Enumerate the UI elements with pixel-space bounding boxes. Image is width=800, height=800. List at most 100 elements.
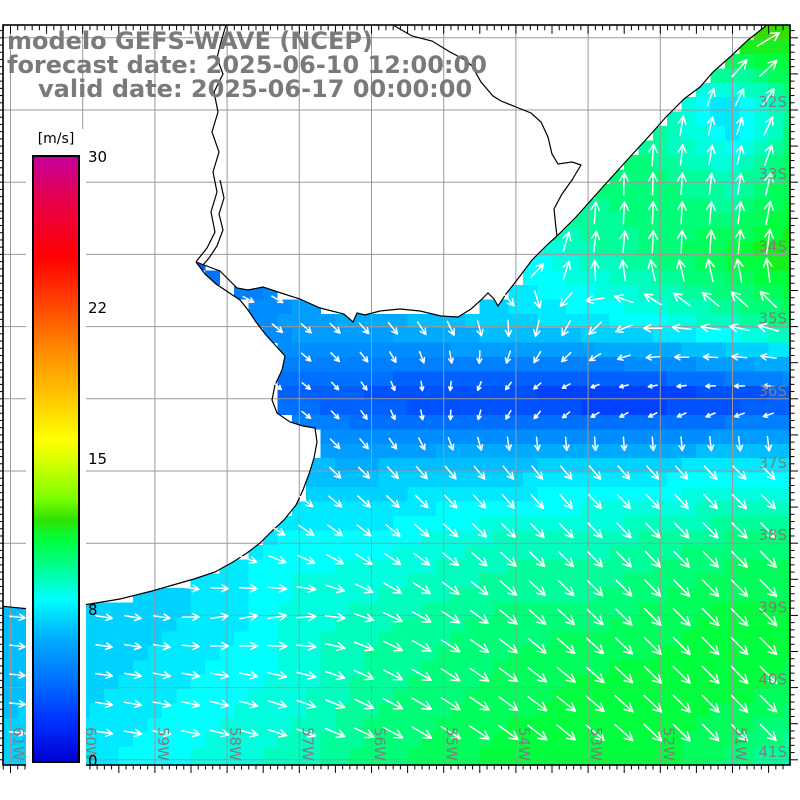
wind-arrow [469,667,490,682]
wind-arrow [672,694,691,713]
wind-arrow [561,411,571,419]
wind-arrow [762,257,773,284]
lon-label: 53W [587,727,605,761]
wind-arrow [531,465,544,480]
wind-arrow [238,700,259,709]
wind-arrow [181,584,200,593]
wind-arrow [95,699,114,709]
wind-arrow [441,581,460,595]
wind-arrow [730,723,749,742]
wind-arrow [242,295,255,303]
wind-arrow [616,493,631,510]
wind-arrow [561,383,571,389]
colorbar-panel: [m/s] [26,128,86,774]
wind-arrow [704,258,715,283]
wind-arrow [357,466,371,479]
wind-arrow [644,608,662,626]
wind-arrow [382,669,404,681]
wind-arrow [759,665,778,684]
wind-arrow [469,638,490,653]
wind-arrow [763,228,774,255]
wind-arrow [614,637,634,655]
wind-arrow [760,493,777,510]
coastline-path [195,25,227,263]
wind-arrow [238,584,259,593]
wind-arrow [418,437,426,451]
wind-arrow [267,728,288,738]
coastline-path [392,25,582,237]
wind-arrow [324,699,346,710]
wind-arrow [357,495,371,508]
wind-arrow [763,116,774,136]
wind-arrow [389,351,397,364]
wind-arrow [500,522,516,538]
wind-arrow [498,667,519,683]
wind-arrow [534,436,541,452]
wind-arrow [734,88,745,107]
wind-arrow [562,260,572,281]
wind-arrow [558,551,575,568]
wind-arrow [559,465,573,480]
wind-arrow [731,493,748,510]
wind-arrow [440,668,461,682]
wind-arrow [557,608,576,626]
wind-arrow [238,728,259,738]
coastline-layer [3,25,768,610]
colorbar-unit-label: [m/s] [37,131,75,147]
wind-arrow [585,695,605,713]
wind-arrow [676,383,687,389]
wind-arrow [732,465,747,480]
wind-arrow [414,523,430,538]
wind-arrow [701,636,720,656]
wind-arrow [558,522,574,539]
lon-label: 54W [515,727,533,761]
wind-arrow [210,584,229,593]
wind-arrow [730,291,749,308]
wind-arrow [324,727,346,739]
wind-arrow [730,579,749,598]
wind-arrow [701,607,720,627]
coastline-path [3,261,318,610]
wind-arrow [649,436,657,452]
wind-arrow [447,380,454,392]
wind-arrow [562,231,572,252]
wind-arrow [562,436,570,452]
wind-arrow [759,550,777,568]
wind-arrow [643,323,663,333]
wind-arrow [762,412,775,419]
wind-arrow [559,291,573,307]
colorbar-tick-label: 8 [88,601,98,619]
wind-arrow [585,637,605,655]
wind-arrow [328,466,342,479]
wind-arrow [759,290,778,309]
wind-arrow [295,612,317,622]
wind-arrow [444,465,457,480]
wind-arrow [588,321,602,335]
lon-label: 52W [659,727,677,761]
coastline-path [556,25,768,237]
wind-arrow [678,436,686,452]
wind-arrow [701,579,720,598]
wind-arrow [585,295,605,305]
lat-label: 40S [758,671,787,689]
wind-arrow [529,522,545,539]
wind-arrow [588,493,602,510]
wind-arrow [764,144,774,166]
wind-arrow [353,727,375,739]
wind-arrow [505,409,512,420]
wind-arrow [382,697,404,710]
wind-arrow [210,670,230,680]
wind-arrow [586,579,604,597]
wind-arrow [731,522,748,539]
wind-arrow [618,259,629,282]
wind-arrow [586,608,604,626]
wind-arrow [585,666,605,684]
wind-arrow [527,666,548,683]
wind-arrow [359,351,369,363]
wind-arrow [324,612,346,622]
wind-arrow [556,724,577,741]
wind-arrow [734,229,745,255]
colorbar-tick-label: 22 [88,299,108,317]
wind-arrow [561,320,571,337]
wind-arrow [327,524,344,537]
